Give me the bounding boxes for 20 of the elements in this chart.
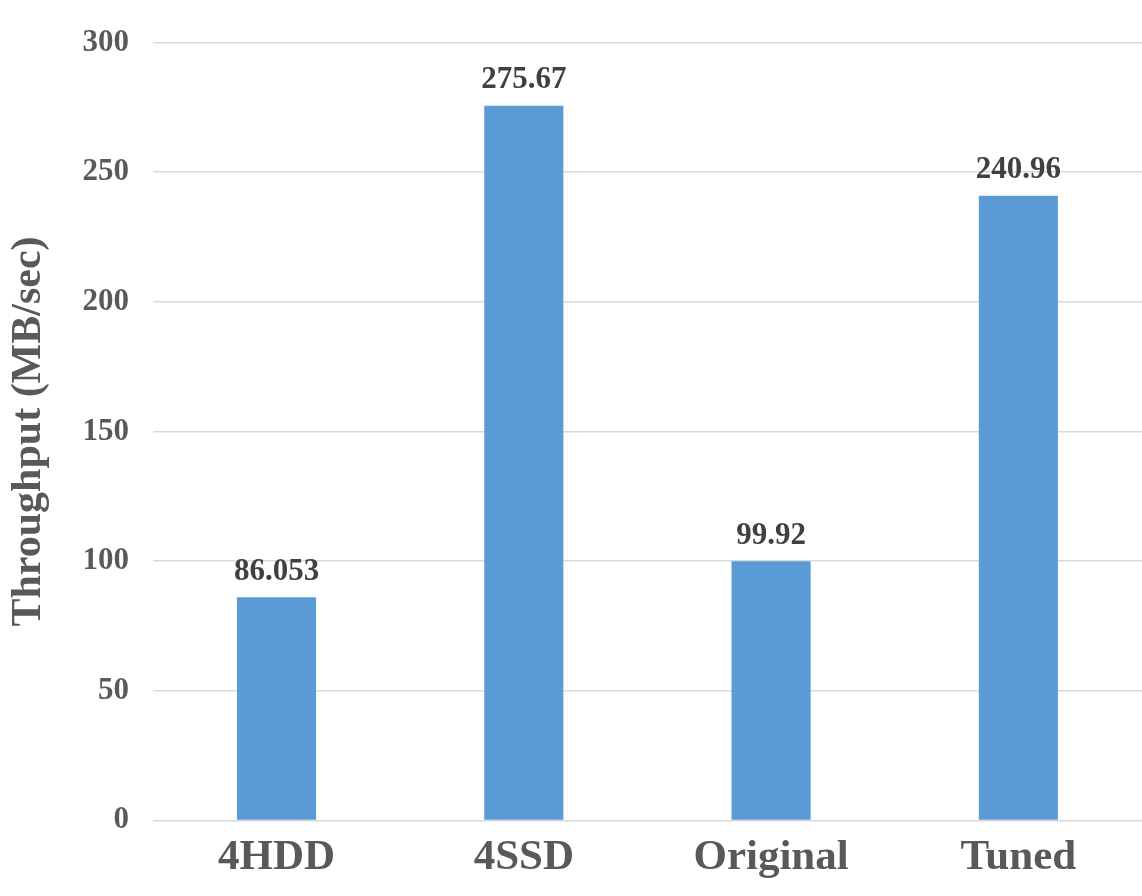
data-label: 240.96 [975,150,1061,186]
x-tick-label: 4HDD [218,831,336,879]
x-tick-label: 4SSD [473,831,575,879]
bar [236,597,317,820]
y-tick-label: 100 [82,541,129,577]
x-tick-label: Tuned [960,831,1077,879]
data-label: 99.92 [736,515,806,551]
y-tick-label: 150 [82,411,129,447]
data-label: 86.053 [233,551,320,587]
y-tick-label: 300 [82,22,129,58]
y-tick-label: 200 [82,281,129,317]
x-tick-label: Original [693,831,849,879]
y-tick-label: 50 [97,670,129,706]
bar [731,561,811,820]
data-label: 275.67 [481,60,567,96]
y-tick-label: 0 [113,800,129,836]
y-axis-title: Throughput (MB/sec) [3,236,51,627]
y-tick-label: 250 [82,152,129,188]
bar [978,195,1058,820]
bar [484,105,564,820]
